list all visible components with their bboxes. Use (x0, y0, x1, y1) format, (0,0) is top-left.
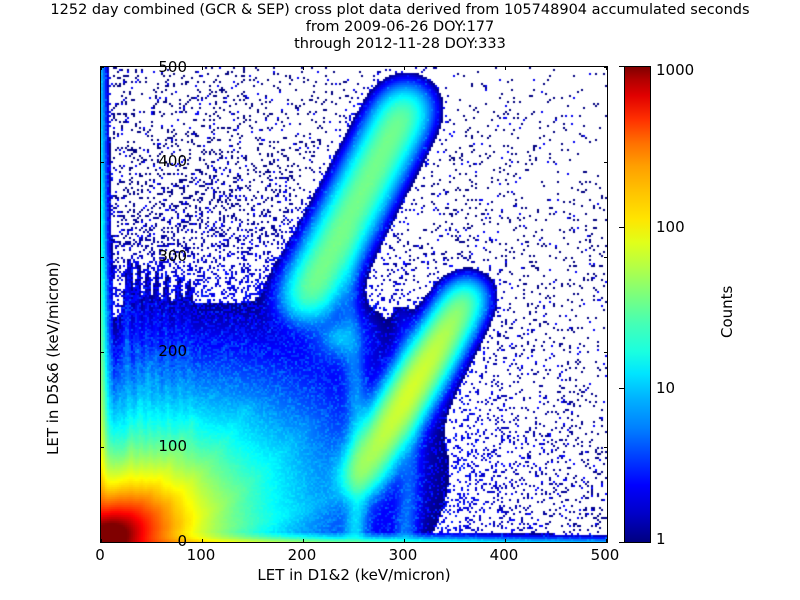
chart-title-line-2: from 2009-06-26 DOY:177 (305, 19, 495, 35)
chart-title-line-1: 1252 day combined (GCR & SEP) cross plot… (50, 2, 750, 18)
colorbar-tick-label-1000: 1000 (656, 61, 695, 79)
x-tick-100 (202, 539, 203, 543)
x-tick-top-100 (202, 66, 203, 70)
y-tick-label-500: 500 (158, 58, 187, 76)
x-tick-label-500: 500 (590, 546, 620, 564)
y-tick-right-500 (604, 67, 608, 68)
y-tick-0 (100, 542, 104, 543)
x-tick-200 (303, 539, 304, 543)
colorbar-tick-label-1: 1 (656, 530, 666, 548)
y-tick-label-100: 100 (158, 437, 187, 455)
colorbar-gradient (624, 66, 651, 543)
x-tick-label-300: 300 (388, 546, 418, 564)
colorbar-tick-1000 (619, 66, 624, 67)
colorbar-tick-10 (619, 388, 624, 389)
chart-title: 1252 day combined (GCR & SEP) cross plot… (0, 2, 800, 53)
x-tick-top-500 (606, 66, 607, 70)
y-tick-right-300 (604, 257, 608, 258)
y-tick-label-400: 400 (158, 152, 187, 170)
y-tick-300 (100, 257, 104, 258)
x-tick-500 (606, 539, 607, 543)
y-tick-right-200 (604, 352, 608, 353)
x-tick-label-0: 0 (95, 546, 105, 564)
x-tick-label-200: 200 (287, 546, 317, 564)
x-tick-top-200 (303, 66, 304, 70)
x-tick-label-100: 100 (186, 546, 216, 564)
y-tick-label-0: 0 (177, 532, 187, 550)
y-tick-400 (100, 162, 104, 163)
colorbar[interactable] (619, 66, 651, 543)
chart-title-line-3: through 2012-11-28 DOY:333 (294, 36, 506, 52)
x-axis-label: LET in D1&2 (keV/micron) (257, 566, 451, 584)
x-tick-top-0 (101, 66, 102, 70)
colorbar-tick-label-100: 100 (656, 218, 685, 236)
y-tick-500 (100, 67, 104, 68)
y-tick-right-100 (604, 447, 608, 448)
colorbar-tick-1 (619, 542, 624, 543)
x-tick-300 (404, 539, 405, 543)
colorbar-tick-100 (619, 227, 624, 228)
plot-area[interactable] (100, 66, 608, 543)
scatter-density-canvas (101, 67, 607, 542)
y-tick-100 (100, 447, 104, 448)
x-tick-0 (101, 539, 102, 543)
x-tick-400 (505, 539, 506, 543)
y-tick-200 (100, 352, 104, 353)
y-tick-right-0 (604, 542, 608, 543)
y-tick-label-300: 300 (158, 247, 187, 265)
y-tick-right-400 (604, 162, 608, 163)
x-tick-label-400: 400 (489, 546, 519, 564)
colorbar-label: Counts (718, 285, 736, 338)
x-tick-top-400 (505, 66, 506, 70)
y-tick-label-200: 200 (158, 342, 187, 360)
x-tick-top-300 (404, 66, 405, 70)
colorbar-tick-label-10: 10 (656, 379, 676, 397)
y-axis-label: LET in D5&6 (keV/micron) (44, 261, 62, 455)
